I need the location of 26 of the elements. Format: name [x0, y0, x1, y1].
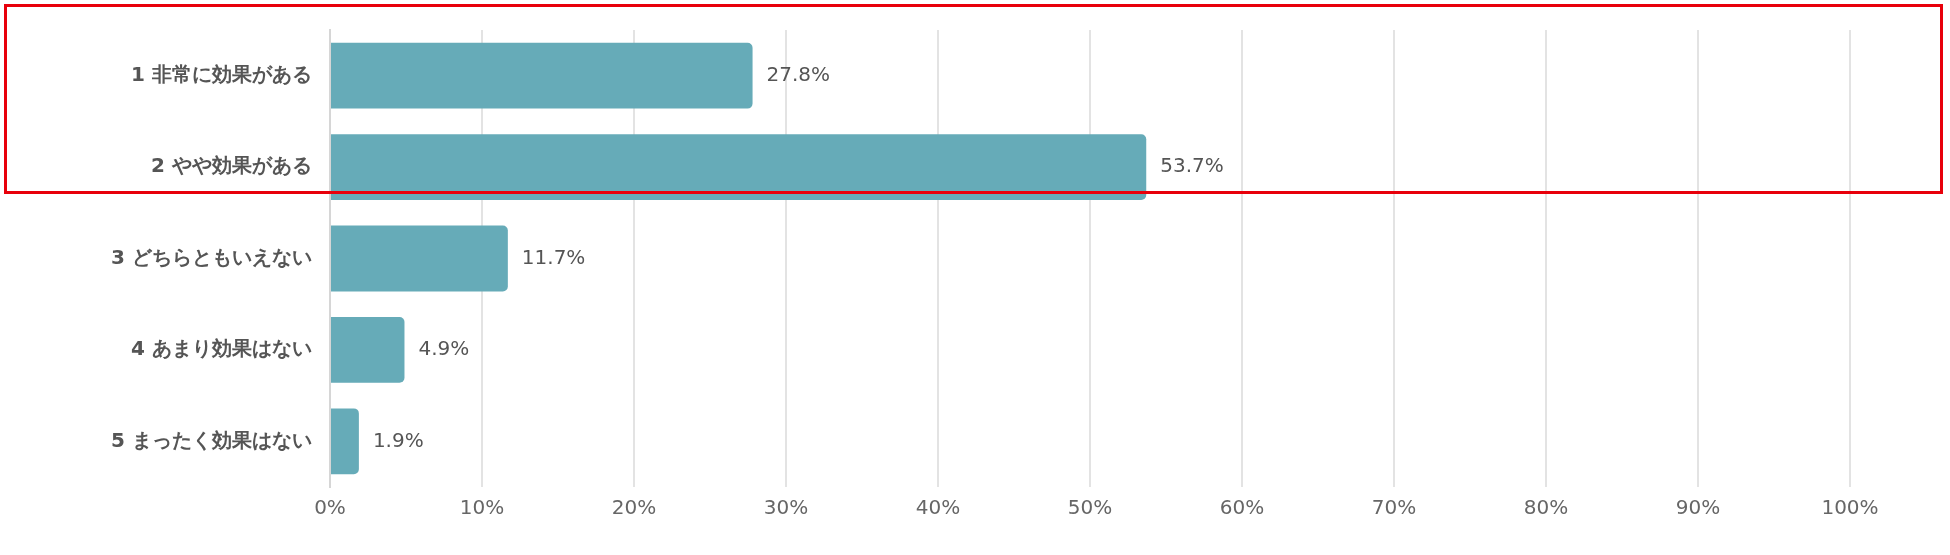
x-tick-label: 30% [763, 495, 809, 520]
bar [331, 408, 359, 475]
x-tick-label: 10% [459, 495, 505, 520]
y-tick-label: 1 非常に効果がある [131, 61, 312, 86]
x-tick-label: 100% [1821, 495, 1879, 520]
x-tick-label: 60% [1219, 495, 1265, 520]
x-tick-label: 70% [1371, 495, 1417, 520]
y-tick-label: 3 どちらともいえない [111, 244, 312, 269]
data-label: 4.9% [418, 336, 470, 361]
y-tick-label: 5 まったく効果はない [111, 427, 312, 452]
y-tick-label: 4 あまり効果はない [131, 336, 312, 361]
bar [331, 225, 508, 292]
data-label: 27.8% [766, 61, 831, 86]
bar [331, 42, 753, 109]
data-label: 11.7% [521, 244, 586, 269]
y-tick-label: 2 やや効果がある [151, 153, 312, 178]
x-tick-label: 40% [915, 495, 961, 520]
x-tick-label: 0% [314, 495, 346, 520]
x-tick-label: 90% [1675, 495, 1721, 520]
x-tick-label: 80% [1523, 495, 1569, 520]
data-label: 53.7% [1160, 153, 1224, 178]
x-tick-label: 50% [1067, 495, 1113, 520]
bar [331, 317, 405, 383]
bar [331, 134, 1147, 200]
data-label: 1.9% [372, 427, 424, 452]
x-tick-label: 20% [611, 495, 657, 520]
